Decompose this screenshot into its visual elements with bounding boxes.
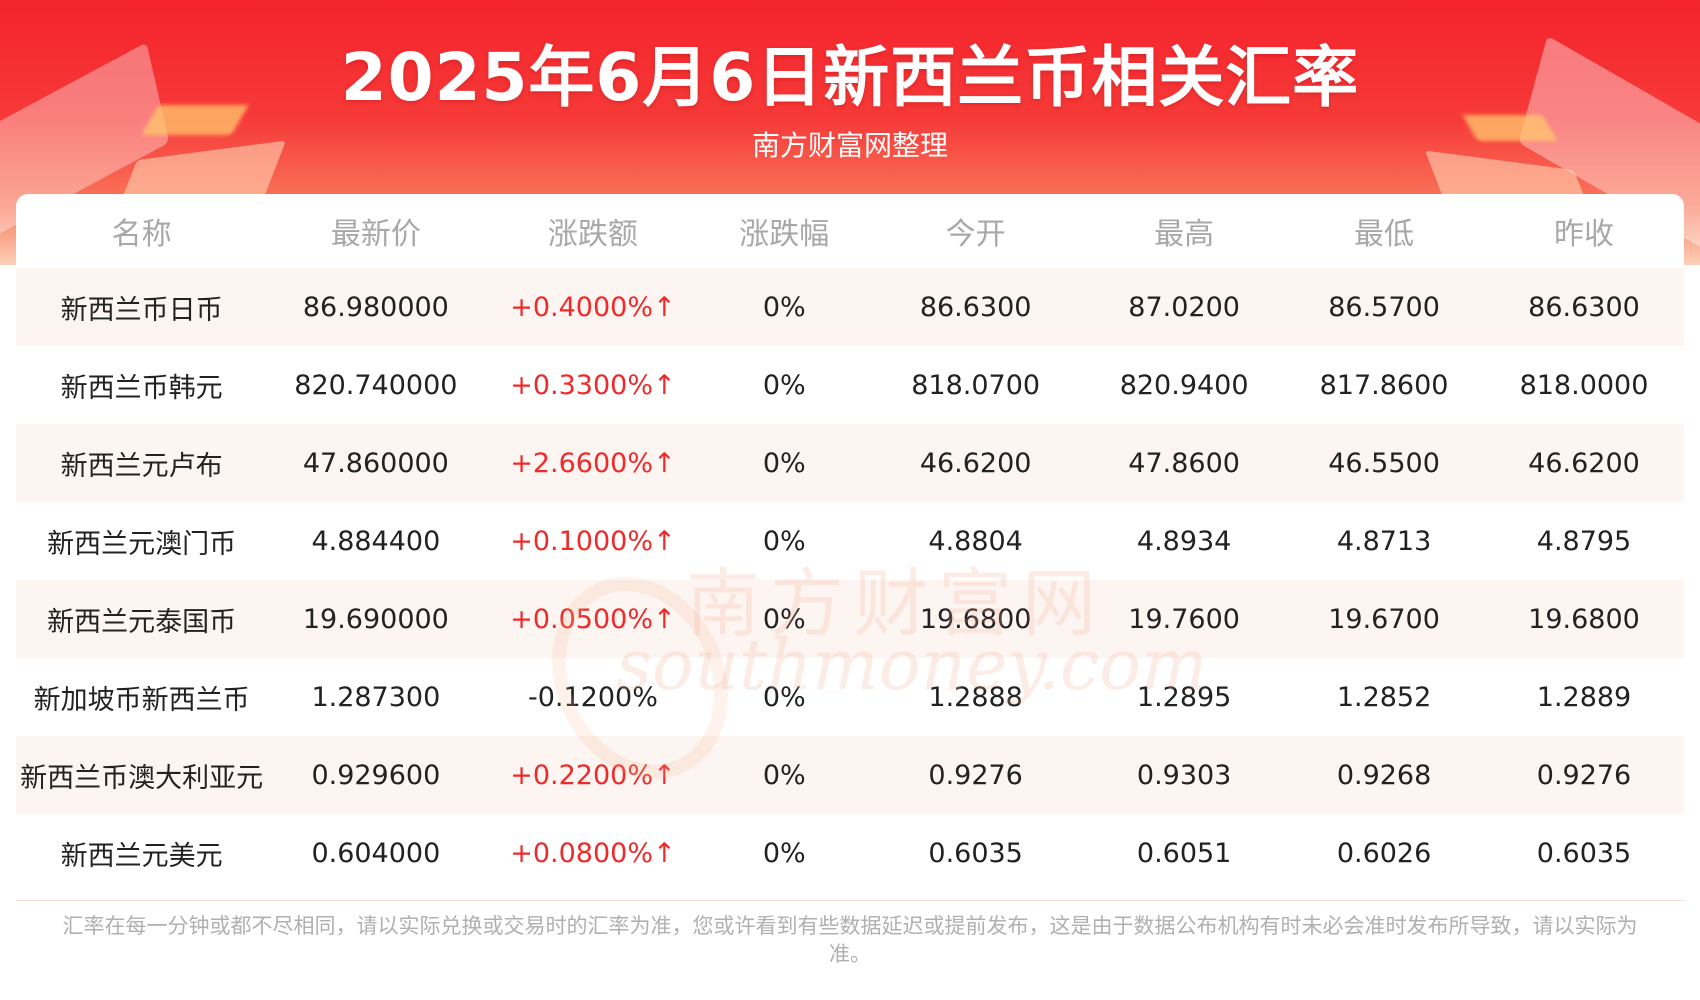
cell-prev-close: 86.6300 <box>1484 268 1684 346</box>
cell-change-pct: 0% <box>701 424 868 502</box>
cell-latest: 19.690000 <box>267 580 485 658</box>
cell-name: 新西兰元澳门币 <box>16 502 268 580</box>
cell-open: 818.0700 <box>867 346 1085 424</box>
rates-table: 名称 最新价 涨跌额 涨跌幅 今开 最高 最低 昨收 新西兰币日币 86.9800… <box>16 194 1684 892</box>
rates-card: 名称 最新价 涨跌额 涨跌幅 今开 最高 最低 昨收 新西兰币日币 86.9800… <box>16 194 1684 901</box>
column-header-low: 最低 <box>1354 217 1415 252</box>
column-header-change-pct: 涨跌幅 <box>739 217 830 252</box>
cell-change: +0.3300%↑ <box>484 346 702 424</box>
cell-open: 4.8804 <box>867 502 1085 580</box>
table-row: 新西兰元卢布 47.860000 +2.6600%↑ 0% 46.6200 47.8600… <box>16 424 1684 502</box>
cell-change: -0.1200% <box>484 658 702 736</box>
table-row: 新加坡币新西兰币 1.287300 -0.1200% 0% 1.2888 1.2895 1.… <box>16 658 1684 736</box>
cell-name: 新西兰元泰国币 <box>16 580 268 658</box>
cell-prev-close: 0.9276 <box>1484 736 1684 814</box>
cell-change: +0.0800%↑ <box>484 814 702 892</box>
cell-high: 87.0200 <box>1084 268 1285 346</box>
column-header-name: 名称 <box>111 217 172 252</box>
column-header-open: 今开 <box>945 217 1006 252</box>
cell-name: 新西兰元卢布 <box>16 424 268 502</box>
cell-low: 46.5500 <box>1284 424 1485 502</box>
cell-prev-close: 46.6200 <box>1484 424 1684 502</box>
cell-name: 新西兰币韩元 <box>16 346 268 424</box>
cell-change-pct: 0% <box>701 268 868 346</box>
cell-prev-close: 1.2889 <box>1484 658 1684 736</box>
cell-prev-close: 0.6035 <box>1484 814 1684 892</box>
table-row: 新西兰元澳门币 4.884400 +0.1000%↑ 0% 4.8804 4.8934 4.… <box>16 502 1684 580</box>
cell-name: 新西兰币日币 <box>16 268 268 346</box>
cell-prev-close: 4.8795 <box>1484 502 1684 580</box>
cell-open: 46.6200 <box>867 424 1085 502</box>
cell-latest: 1.287300 <box>267 658 485 736</box>
cell-name: 新西兰币澳大利亚元 <box>16 736 268 814</box>
cell-change: +2.6600%↑ <box>484 424 702 502</box>
column-header-prev-close: 昨收 <box>1554 217 1614 252</box>
cell-high: 0.6051 <box>1084 814 1285 892</box>
cell-high: 47.8600 <box>1084 424 1285 502</box>
page-subtitle: 南方财富网整理 <box>751 129 948 162</box>
cell-low: 4.8713 <box>1284 502 1485 580</box>
cell-open: 1.2888 <box>867 658 1085 736</box>
cell-high: 4.8934 <box>1084 502 1285 580</box>
cell-latest: 47.860000 <box>267 424 485 502</box>
column-header-change: 涨跌额 <box>547 217 638 252</box>
table-row: 新西兰币澳大利亚元 0.929600 +0.2200%↑ 0% 0.9276 0.9303… <box>16 736 1684 814</box>
cell-low: 19.6700 <box>1284 580 1485 658</box>
cell-name: 新西兰元美元 <box>16 814 268 892</box>
cell-latest: 4.884400 <box>267 502 485 580</box>
cell-change: +0.2200%↑ <box>484 736 702 814</box>
cell-prev-close: 818.0000 <box>1484 346 1684 424</box>
cell-change-pct: 0% <box>701 814 868 892</box>
cell-high: 0.9303 <box>1084 736 1285 814</box>
cell-latest: 86.980000 <box>267 268 485 346</box>
footer-disclaimer: 汇率在每一分钟或都不尽相同，请以实际兑换或交易时的汇率为准，您或许看到有些数据延… <box>62 914 1638 966</box>
cell-change: +0.4000%↑ <box>484 268 702 346</box>
table-row: 新西兰元美元 0.604000 +0.0800%↑ 0% 0.6035 0.6051 0.6… <box>16 814 1684 892</box>
cell-open: 19.6800 <box>867 580 1085 658</box>
cell-low: 0.6026 <box>1284 814 1485 892</box>
cell-change-pct: 0% <box>701 580 868 658</box>
cell-prev-close: 19.6800 <box>1484 580 1684 658</box>
page-title: 2025年6月6日新西兰币相关汇率 <box>340 39 1360 116</box>
cell-high: 1.2895 <box>1084 658 1285 736</box>
table-header-row: 名称 最新价 涨跌额 涨跌幅 今开 最高 最低 昨收 <box>16 194 1684 268</box>
cell-change-pct: 0% <box>701 736 868 814</box>
cell-change: +0.1000%↑ <box>484 502 702 580</box>
cell-low: 0.9268 <box>1284 736 1485 814</box>
table-row: 新西兰元泰国币 19.690000 +0.0500%↑ 0% 19.6800 19.760… <box>16 580 1684 658</box>
cell-change-pct: 0% <box>701 346 868 424</box>
table-row: 新西兰币日币 86.980000 +0.4000%↑ 0% 86.6300 87.0200… <box>16 268 1684 346</box>
cell-change: +0.0500%↑ <box>484 580 702 658</box>
cell-change-pct: 0% <box>701 658 868 736</box>
column-header-high: 最高 <box>1154 217 1215 252</box>
cell-low: 1.2852 <box>1284 658 1485 736</box>
cell-latest: 0.929600 <box>267 736 485 814</box>
table-row: 新西兰币韩元 820.740000 +0.3300%↑ 0% 818.0700 820.9… <box>16 346 1684 424</box>
cell-name: 新加坡币新西兰币 <box>16 658 268 736</box>
cell-low: 86.5700 <box>1284 268 1485 346</box>
cell-open: 0.6035 <box>867 814 1085 892</box>
cell-open: 86.6300 <box>867 268 1085 346</box>
cell-change-pct: 0% <box>701 502 868 580</box>
cell-open: 0.9276 <box>867 736 1085 814</box>
column-header-latest: 最新价 <box>330 217 421 252</box>
cell-latest: 820.740000 <box>267 346 485 424</box>
cell-high: 820.9400 <box>1084 346 1285 424</box>
cell-latest: 0.604000 <box>267 814 485 892</box>
cell-high: 19.7600 <box>1084 580 1285 658</box>
cell-low: 817.8600 <box>1284 346 1485 424</box>
